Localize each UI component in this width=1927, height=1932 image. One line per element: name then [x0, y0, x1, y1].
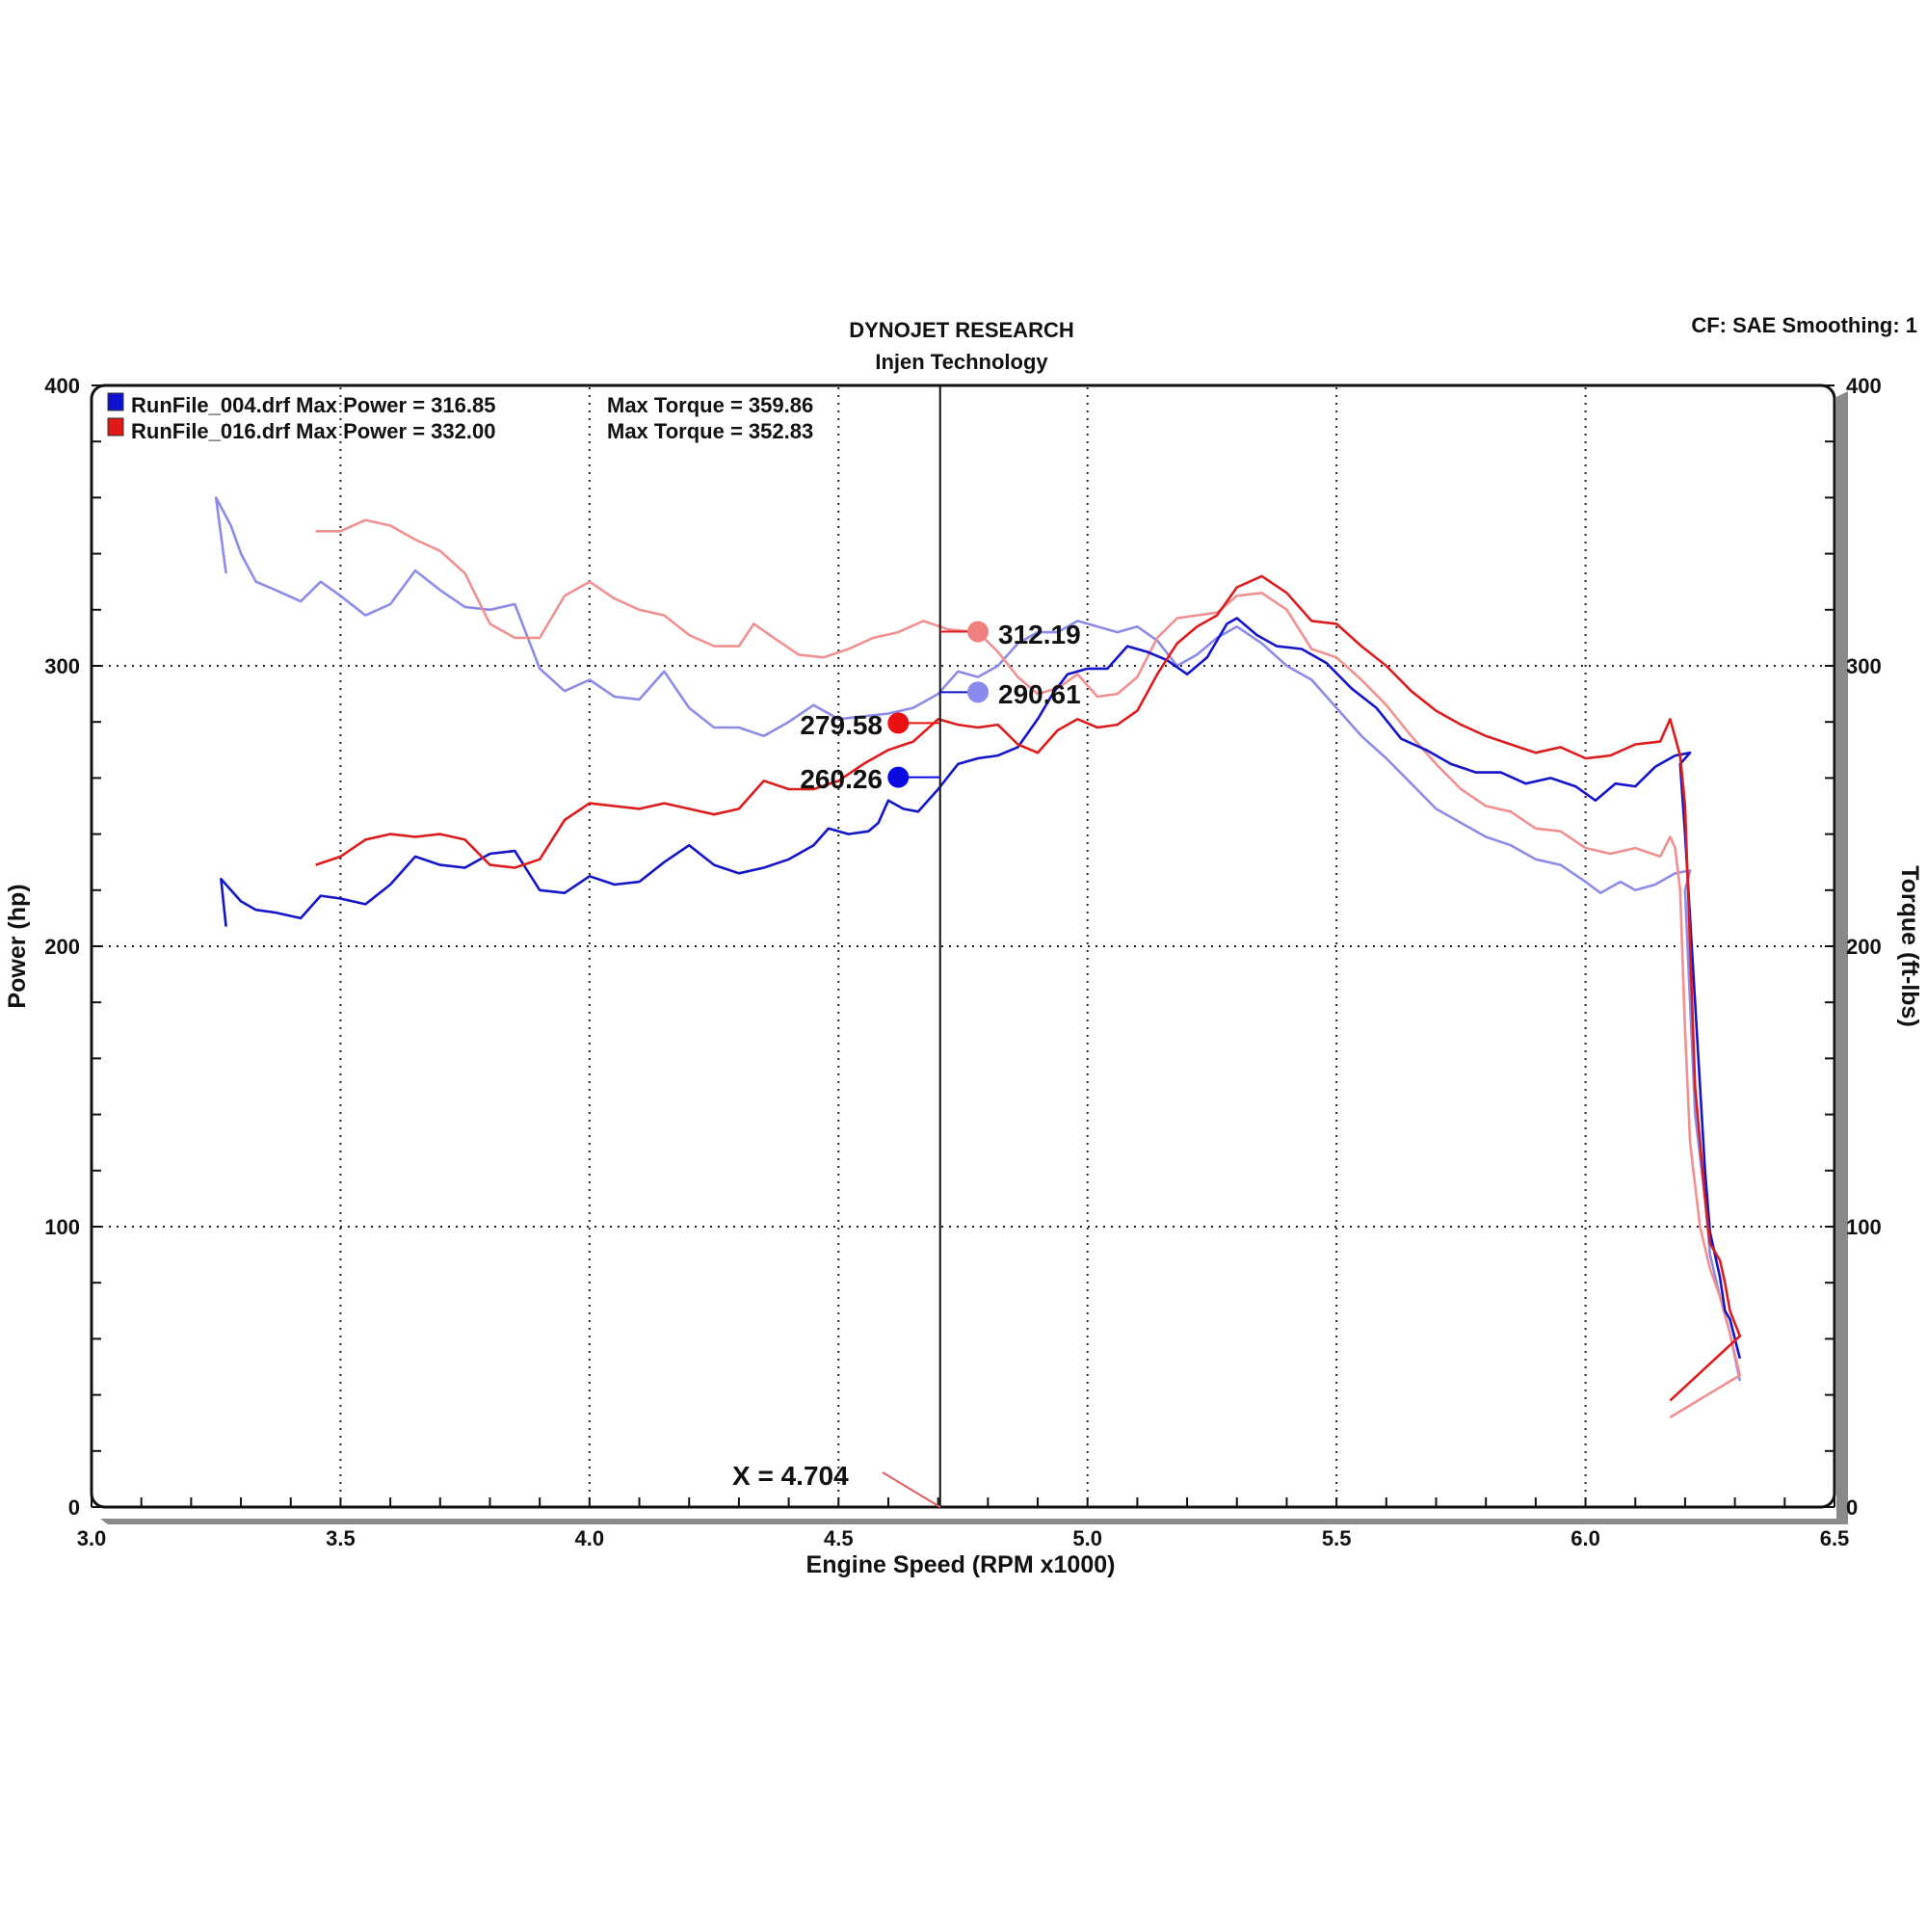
legend-swatch-run016	[107, 417, 124, 437]
y-tick-label-left: 300	[44, 654, 80, 678]
data-marker	[967, 621, 990, 643]
y-tick-label-right: 100	[1846, 1215, 1882, 1239]
y-tick-label-right: 200	[1846, 935, 1882, 959]
x-axis-title: Engine Speed (RPM x1000)	[806, 1551, 1116, 1578]
plot-area	[90, 384, 1836, 1509]
legend: RunFile_004.drf Max Power = 316.85 Max T…	[107, 392, 813, 443]
x-tick-label: 5.0	[1072, 1526, 1102, 1550]
x-tick-label: 3.5	[326, 1526, 356, 1550]
marker-layer	[887, 621, 990, 788]
cursor-leader	[882, 1471, 941, 1508]
series-line-power-runfile016drf	[315, 574, 1742, 1402]
legend-torque-run016: Max Torque = 352.83	[607, 419, 813, 443]
series-line-torque-runfile016drf	[315, 518, 1742, 1419]
y-tick-label-left: 0	[68, 1495, 80, 1520]
cursor-layer	[882, 385, 941, 1508]
y-tick-label-right: 300	[1846, 654, 1882, 678]
y-tick-label-right: 0	[1846, 1495, 1858, 1520]
y-axis-title-right: Torque (ft-lbs)	[1896, 865, 1923, 1027]
y-axis-title-left: Power (hp)	[4, 884, 31, 1008]
series-layer	[214, 496, 1742, 1419]
cursor-readout: X = 4.704	[732, 1461, 849, 1491]
x-tick-label: 6.0	[1571, 1526, 1600, 1550]
tick-layer: 3.0 3.5 4.0 4.5 5.0 5.5 6.0 6.5 0 0 100 100 200 200 30…	[44, 374, 1881, 1550]
y-tick-label-left: 100	[44, 1215, 80, 1239]
y-tick-label-right: 400	[1846, 374, 1882, 398]
legend-torque-run004: Max Torque = 359.86	[607, 393, 813, 417]
chart-title: DYNOJET RESEARCH	[849, 318, 1073, 342]
correction-settings: CF: SAE Smoothing: 1	[1691, 313, 1917, 337]
legend-label-run004: RunFile_004.drf Max Power = 316.85	[131, 393, 495, 417]
x-tick-label: 6.5	[1820, 1526, 1850, 1550]
data-marker	[887, 766, 910, 788]
x-tick-label: 4.0	[575, 1526, 605, 1550]
callout-power-run004: 260.26	[800, 764, 883, 794]
series-line-power-runfile004drf	[220, 617, 1742, 1360]
series-line-torque-runfile004drf	[214, 496, 1742, 1382]
x-tick-label: 3.0	[77, 1526, 107, 1550]
legend-swatch-run004	[107, 392, 124, 411]
x-tick-label: 4.5	[824, 1526, 854, 1550]
grid-layer	[93, 387, 1833, 1505]
x-tick-label: 5.5	[1322, 1526, 1352, 1550]
data-marker	[967, 681, 990, 703]
y-tick-label-left: 400	[44, 374, 80, 398]
callout-torque-run004: 290.61	[998, 679, 1081, 709]
legend-label-run016: RunFile_016.drf Max Power = 332.00	[131, 419, 495, 443]
callout-power-run016: 279.58	[800, 710, 883, 740]
y-tick-label-left: 200	[44, 935, 80, 959]
chart-subtitle: Injen Technology	[875, 350, 1048, 374]
data-marker	[887, 712, 910, 734]
callout-torque-run016: 312.19	[998, 620, 1081, 649]
